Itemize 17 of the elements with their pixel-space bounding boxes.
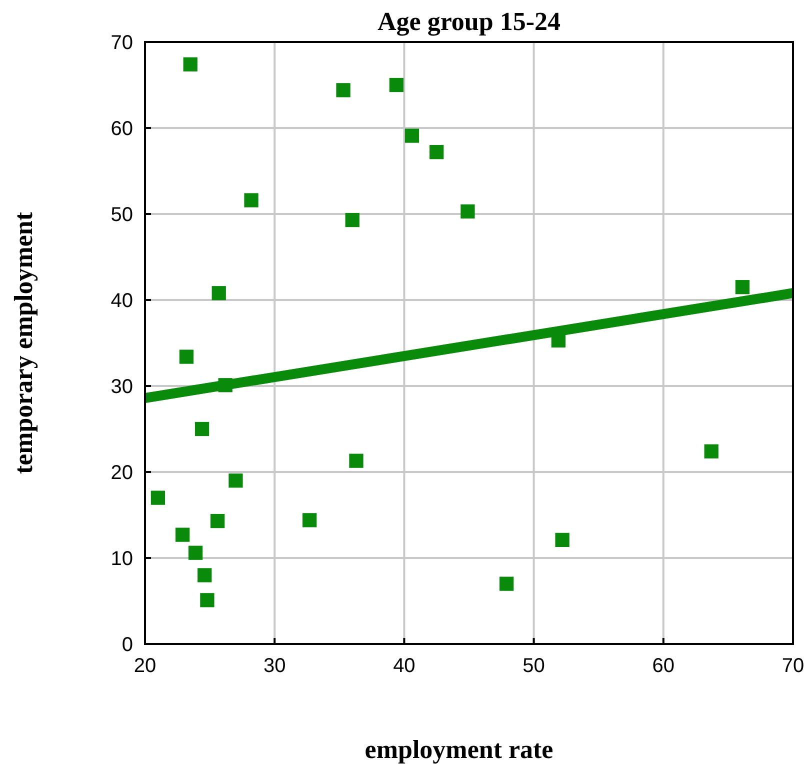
x-tick-label: 30 bbox=[263, 655, 286, 677]
y-tick-label: 50 bbox=[110, 204, 133, 226]
y-tick-label: 40 bbox=[110, 290, 133, 312]
x-tick-label: 60 bbox=[652, 655, 675, 677]
y-tick-label: 0 bbox=[122, 634, 133, 656]
y-axis-title: temporary employment bbox=[9, 212, 38, 474]
x-tick-label: 20 bbox=[134, 655, 156, 677]
x-tick-label: 40 bbox=[393, 655, 416, 677]
x-tick-label: 50 bbox=[522, 655, 545, 677]
y-tick-label: 20 bbox=[110, 462, 133, 484]
y-tick-label: 60 bbox=[110, 118, 133, 140]
y-tick-label: 30 bbox=[110, 376, 133, 398]
y-tick-label: 10 bbox=[110, 548, 133, 570]
x-axis-title: employment rate bbox=[364, 735, 554, 764]
chart-title: Age group 15-24 bbox=[378, 7, 560, 36]
x-tick-label: 70 bbox=[782, 655, 804, 677]
y-tick-label: 70 bbox=[110, 32, 133, 54]
